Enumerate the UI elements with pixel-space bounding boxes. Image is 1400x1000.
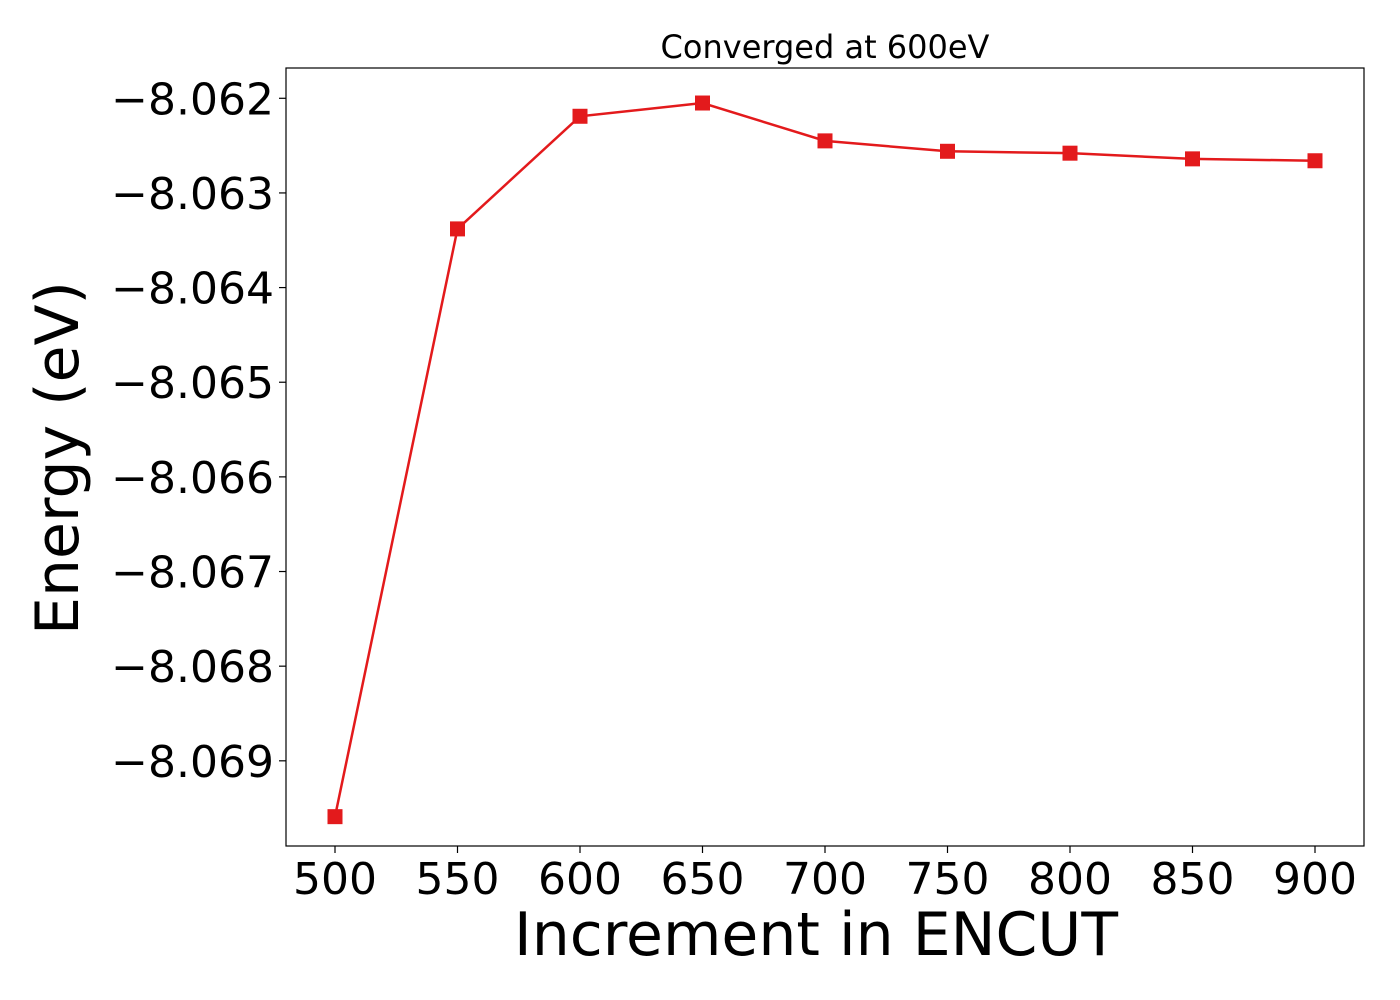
x-axis-ticks: 500 550 600 650 700 750 800 850 900 bbox=[293, 846, 1357, 905]
x-tick-label: 700 bbox=[783, 854, 867, 905]
y-tick-label: −8.067 bbox=[111, 548, 274, 599]
x-tick-label: 800 bbox=[1028, 854, 1112, 905]
plot-area bbox=[286, 68, 1364, 846]
data-point bbox=[817, 133, 833, 149]
y-tick-label: −8.065 bbox=[111, 358, 274, 409]
x-axis-label: Increment in ENCUT bbox=[514, 900, 1118, 970]
data-point bbox=[940, 143, 955, 159]
y-tick-label: −8.069 bbox=[111, 737, 274, 788]
y-tick-label: −8.063 bbox=[111, 169, 274, 220]
data-point bbox=[695, 95, 710, 111]
data-point bbox=[1185, 151, 1200, 167]
series-group bbox=[327, 95, 1323, 825]
data-point bbox=[327, 809, 343, 825]
chart-title: Converged at 600eV bbox=[661, 28, 990, 66]
x-tick-label: 650 bbox=[661, 854, 745, 905]
plot-frame bbox=[285, 67, 1365, 847]
x-tick-label: 850 bbox=[1151, 854, 1235, 905]
y-tick-label: −8.068 bbox=[111, 642, 274, 693]
x-tick-label: 750 bbox=[906, 854, 990, 905]
data-point bbox=[450, 221, 465, 237]
y-tick-label: −8.066 bbox=[111, 453, 274, 504]
data-point bbox=[572, 108, 588, 124]
y-axis-ticks: −8.069 −8.068 −8.067 −8.066 −8.065 −8.064 −8.0… bbox=[111, 74, 286, 788]
x-tick-label: 900 bbox=[1273, 854, 1357, 905]
x-tick-label: 500 bbox=[293, 854, 377, 905]
data-point bbox=[1062, 145, 1078, 161]
data-point bbox=[1307, 153, 1323, 169]
y-tick-label: −8.062 bbox=[111, 74, 274, 125]
y-tick-label: −8.064 bbox=[111, 264, 274, 315]
y-axis-label: Energy (eV) bbox=[23, 281, 93, 635]
x-tick-label: 550 bbox=[416, 854, 500, 905]
x-tick-label: 600 bbox=[538, 854, 622, 905]
